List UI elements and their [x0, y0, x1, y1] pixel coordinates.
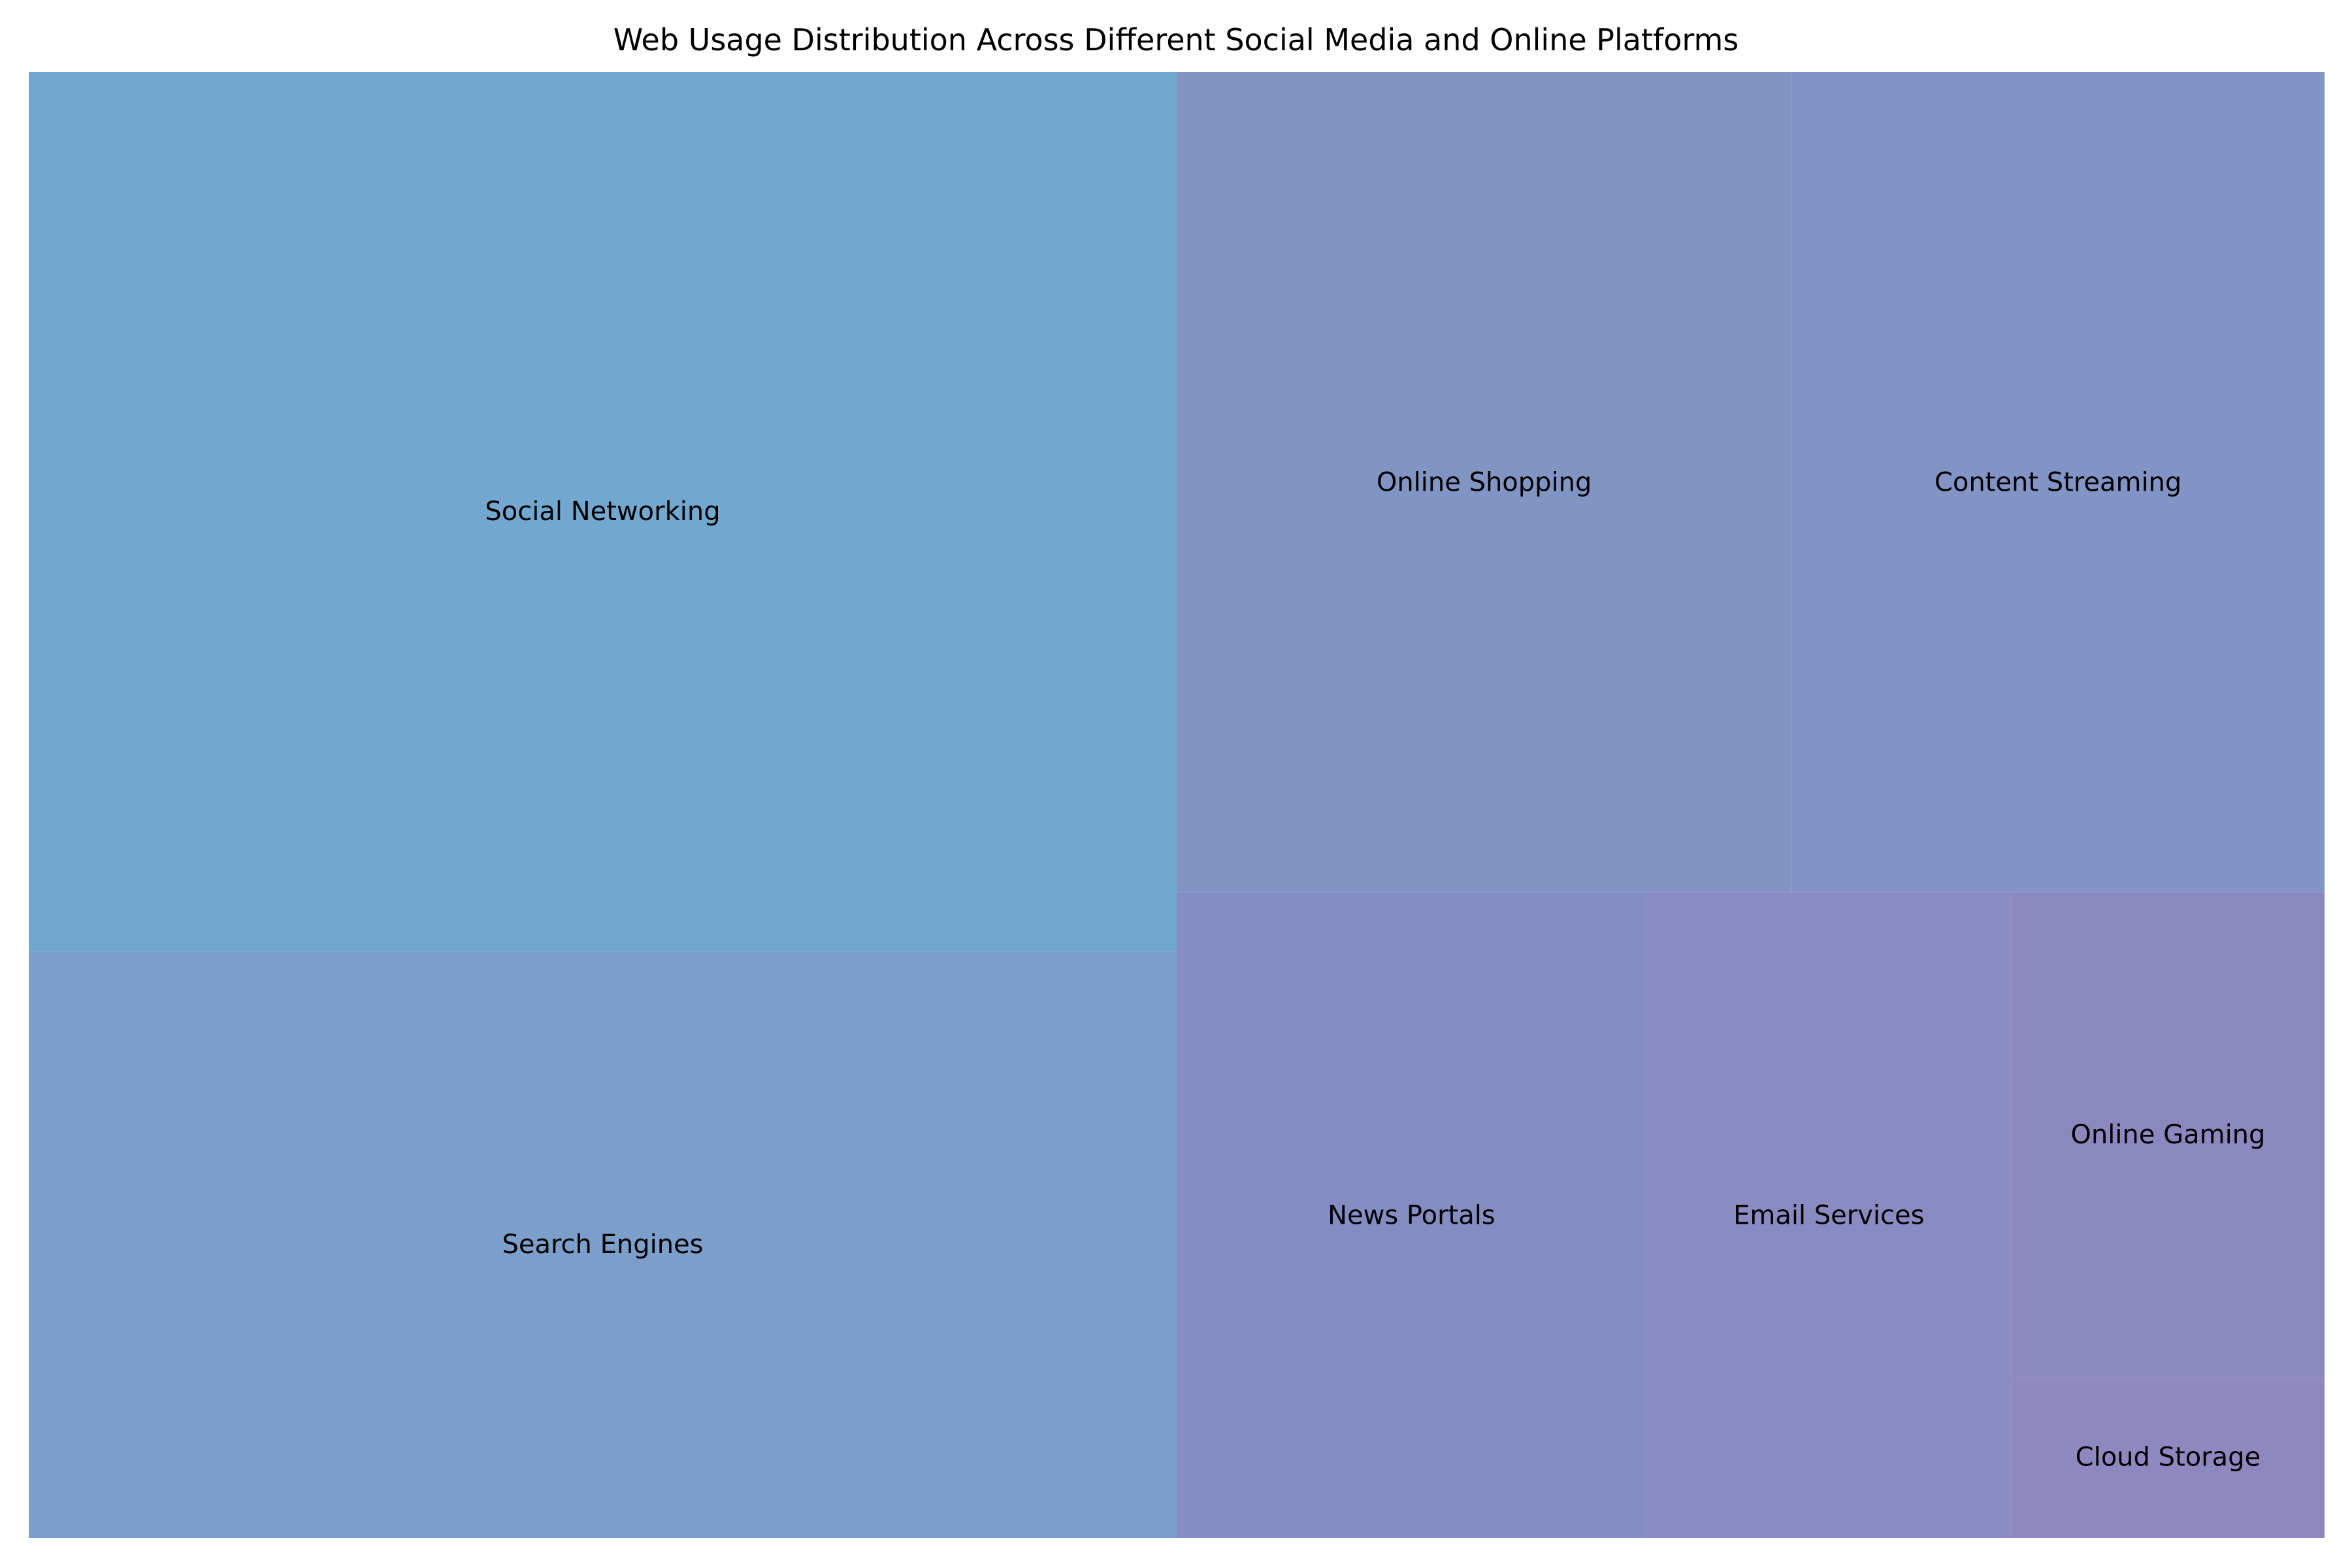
treemap-label-social-networking: Social Networking	[485, 497, 720, 527]
treemap-label-news-portals: News Portals	[1328, 1200, 1495, 1230]
treemap-label-search-engines: Search Engines	[502, 1230, 703, 1260]
treemap-label-content-streaming: Content Streaming	[1935, 467, 2181, 497]
treemap-label-cloud-storage: Cloud Storage	[2076, 1443, 2261, 1473]
treemap-label-online-gaming: Online Gaming	[2070, 1120, 2265, 1150]
treemap-label-email-services: Email Services	[1733, 1200, 1924, 1230]
treemap-label-online-shopping: Online Shopping	[1377, 467, 1592, 497]
